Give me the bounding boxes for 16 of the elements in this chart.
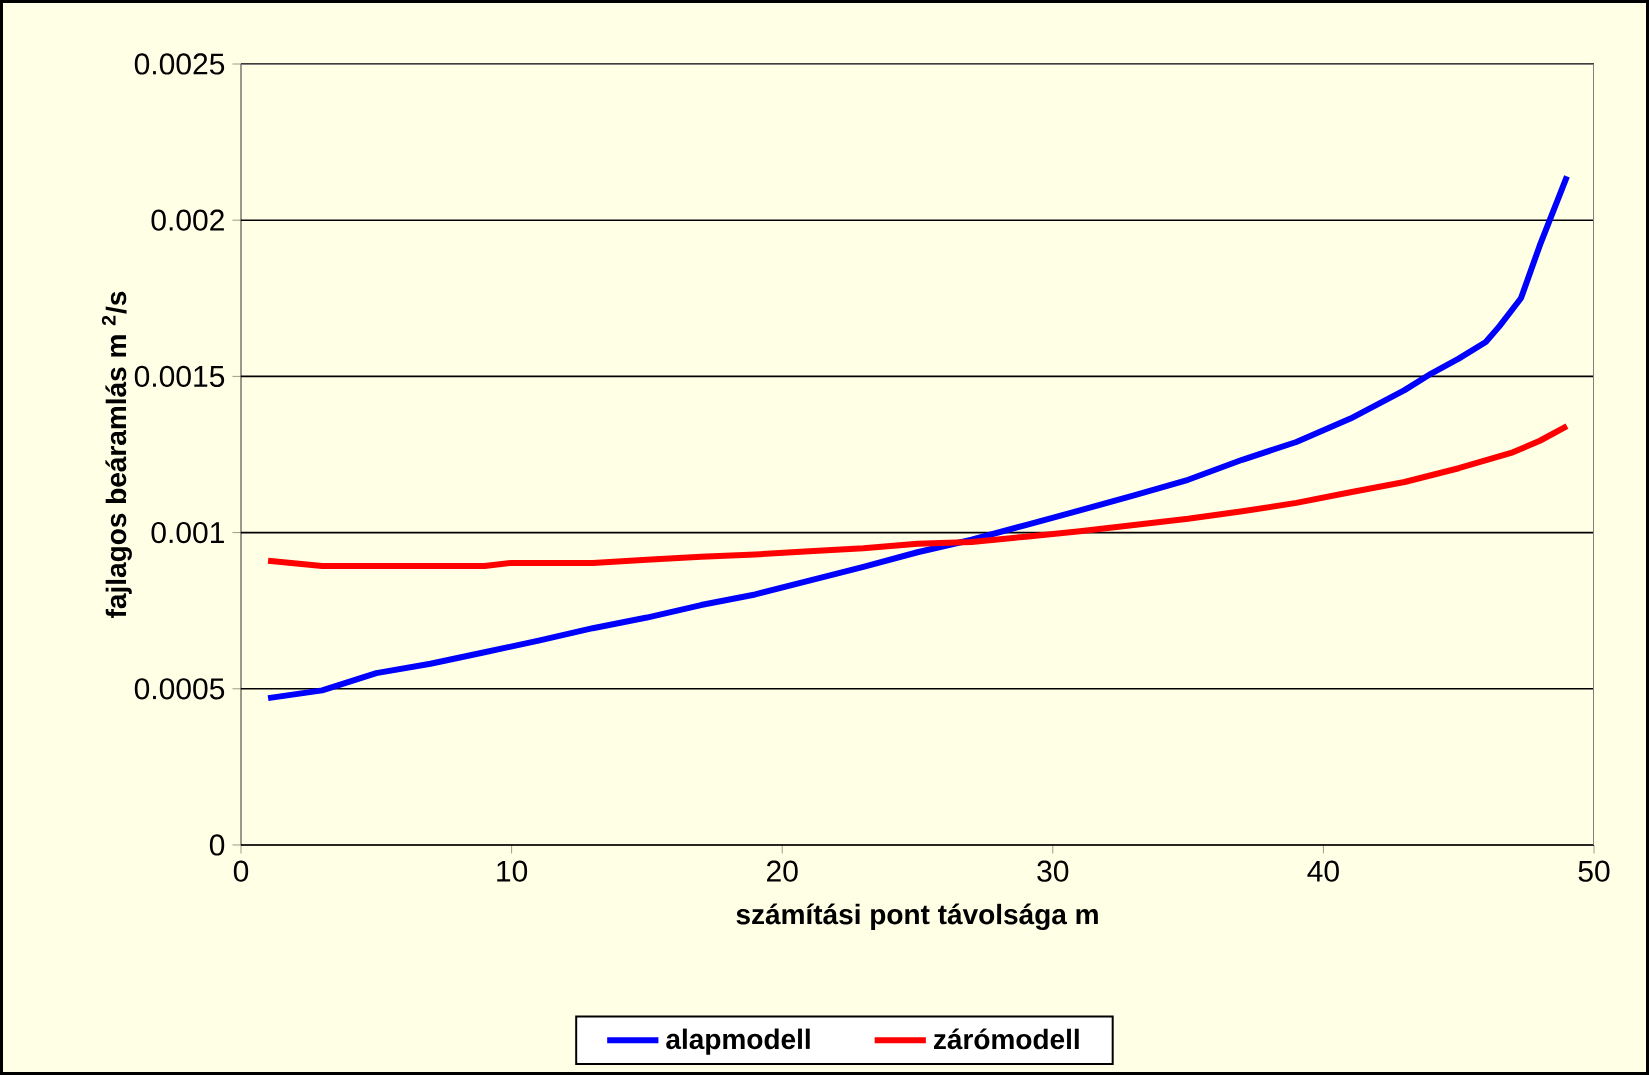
- x-axis-title: számítási pont távolsága m: [736, 903, 1098, 931]
- x-tick-label: 50: [1578, 860, 1610, 882]
- y-tick-label: 0.0015: [134, 365, 225, 387]
- x-tick-label: 0: [233, 860, 249, 882]
- y-tick-label: 0.0025: [134, 53, 225, 75]
- x-tick-label: 30: [1037, 860, 1069, 882]
- y-axis-title: fajlagos beáramlás m $^{2}$/s: [101, 291, 132, 618]
- legend-label: zárómodell: [934, 1028, 1079, 1050]
- y-tick-label: 0.0005: [134, 678, 225, 700]
- legend-label: alapmodell: [666, 1028, 810, 1055]
- y-tick-label: 0: [209, 834, 225, 856]
- y-tick-label: 0.001: [151, 521, 224, 544]
- y-tick-label: 0.002: [151, 209, 224, 231]
- x-tick-label: 10: [497, 860, 528, 882]
- x-tick-label: 40: [1307, 860, 1339, 882]
- x-tick-label: 20: [767, 860, 798, 882]
